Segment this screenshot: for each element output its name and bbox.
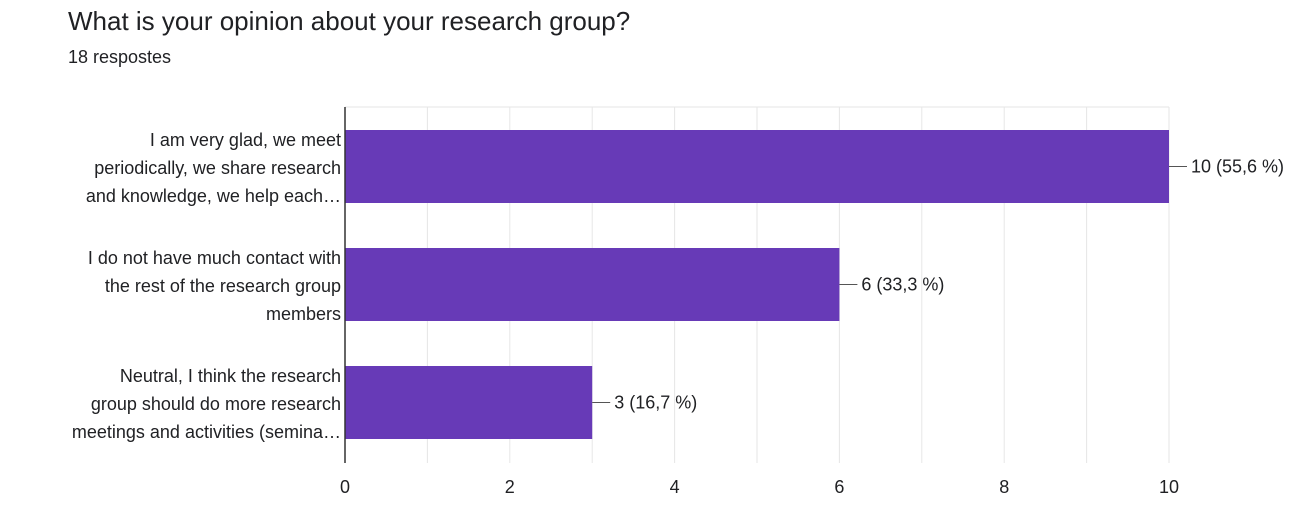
- category-label-line: the rest of the research group: [104, 276, 341, 296]
- category-label: I do not have much contact with the rest …: [11, 244, 341, 328]
- bar: [345, 248, 840, 321]
- category-label-line: and knowledge, we help each…: [85, 186, 341, 206]
- x-tick-label: 8: [999, 477, 1009, 497]
- category-label-line: meetings and activities (semina…: [71, 422, 341, 442]
- x-tick-label: 4: [670, 477, 680, 497]
- x-tick-label: 2: [505, 477, 515, 497]
- data-label: 6 (33,3 %): [861, 275, 944, 295]
- category-label: I am very glad, we meet periodically, we …: [11, 126, 341, 210]
- chart-title: What is your opinion about your research…: [68, 6, 631, 36]
- category-label-line: I am very glad, we meet: [149, 130, 341, 150]
- response-count: 18 respostes: [68, 47, 172, 67]
- x-tick-label: 10: [1159, 477, 1179, 497]
- data-label: 10 (55,6 %): [1191, 157, 1284, 177]
- bar: [345, 366, 593, 439]
- x-tick-label: 6: [834, 477, 844, 497]
- category-label-line: Neutral, I think the research: [119, 366, 341, 386]
- category-label-line: members: [265, 304, 341, 324]
- data-label: 3 (16,7 %): [614, 393, 697, 413]
- category-label-line: group should do more research: [90, 394, 341, 414]
- category-label-line: I do not have much contact with: [87, 248, 341, 268]
- x-tick-label: 0: [340, 477, 350, 497]
- category-label-line: periodically, we share research: [94, 158, 341, 178]
- bar: [345, 130, 1169, 203]
- category-label: Neutral, I think the research group shoul…: [11, 362, 341, 446]
